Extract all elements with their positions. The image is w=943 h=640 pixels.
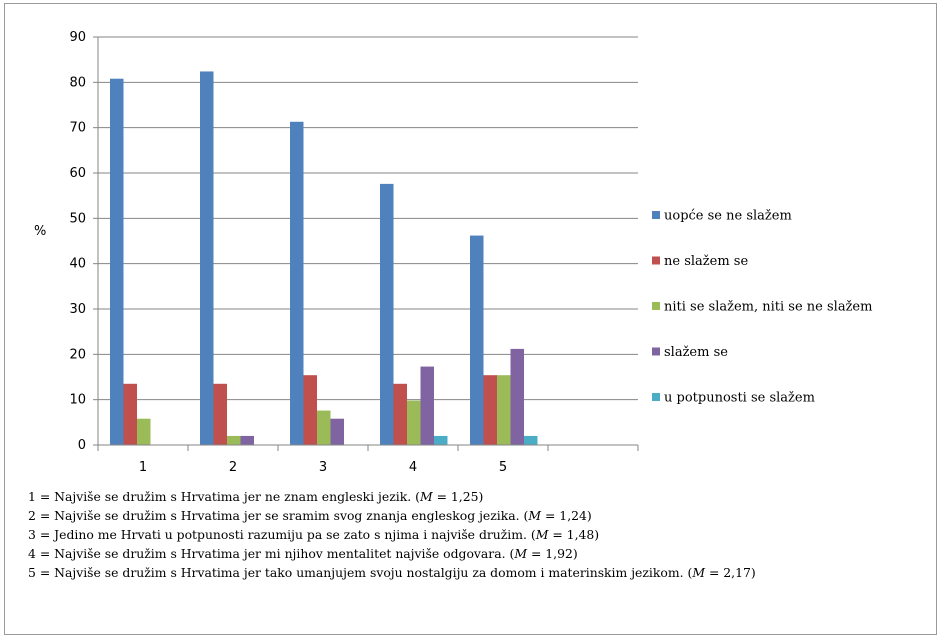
bar [483,375,497,445]
y-tick-label: 20 [69,347,86,362]
legend-label: niti se slažem, niti se ne slažem [664,300,872,315]
category-note-3: 3 = Jedino me Hrvati u potpunosti razumi… [28,525,940,544]
y-tick-labels: 0 10 20 30 40 50 60 70 80 90 [69,30,86,453]
bar [524,435,538,445]
x-tick-labels: 1 2 3 4 5 [139,460,507,475]
bar [420,366,434,445]
note-text: 5 = Najviše se družim s Hrvatima jer tak… [28,565,693,580]
note-mean-value: = 2,17) [705,565,756,580]
category-note-2: 2 = Najviše se družim s Hrvatima jer se … [28,506,940,525]
axes [97,37,639,451]
bar [303,375,317,445]
x-tick-label: 2 [229,460,237,475]
y-tick-label: 10 [69,393,86,408]
bar [290,121,304,446]
y-tick-label: 0 [78,438,86,453]
bar [137,418,151,445]
category-notes: 1 = Najviše se družim s Hrvatima jer ne … [28,487,940,582]
note-mean-symbol: M [528,508,542,523]
note-mean-symbol: M [535,527,549,542]
y-tick-label: 70 [69,121,86,136]
note-text: 4 = Najviše se družim s Hrvatima jer mi … [28,546,515,561]
legend-swatch [652,393,660,401]
legend-label: u potpunosti se slažem [664,391,815,406]
note-mean-value: = 1,24) [541,508,592,523]
legend-swatch [652,256,660,265]
y-tick-label: 60 [69,166,86,181]
bar [213,383,227,445]
legend-swatch [652,347,660,356]
bar [240,435,254,445]
note-text: 2 = Najviše se družim s Hrvatima jer se … [28,508,529,523]
note-mean-symbol: M [514,546,527,561]
y-tick-label: 30 [69,302,86,317]
y-axis-label: % [34,224,46,239]
bar [123,383,137,445]
note-text: 1 = Najviše se družim s Hrvatima jer ne … [28,489,420,504]
bar [380,183,394,445]
note-mean-value: = 1,92) [527,546,578,561]
y-tick-label: 90 [69,30,86,45]
x-tick-label: 1 [139,460,147,475]
legend: uopće se ne slažem ne slažem se niti se sl… [652,209,872,406]
bar [510,348,524,445]
note-mean-value: = 1,48) [548,527,600,542]
x-tick-label: 4 [409,460,417,475]
category-note-4: 4 = Najviše se družim s Hrvatima jer mi … [28,544,940,563]
category-note-1: 1 = Najviše se družim s Hrvatima jer ne … [28,487,940,506]
legend-label: ne slažem se [664,254,748,269]
bars [110,71,538,446]
bar [407,400,421,445]
bar [497,375,511,445]
note-mean-symbol: M [419,489,433,504]
legend-label: uopće se ne slažem [664,209,792,224]
legend-label: slažem se [664,345,728,360]
legend-swatch [652,211,660,219]
bar [470,235,484,445]
bar [330,418,344,445]
y-tick-label: 40 [69,257,86,272]
x-tick-label: 5 [499,460,507,475]
x-tick-label: 3 [319,460,327,475]
note-mean-value: = 1,25) [432,489,484,504]
bar [393,383,407,445]
note-mean-symbol: M [692,565,705,580]
y-tick-label: 50 [69,211,86,226]
bar [227,435,241,445]
y-tick-label: 80 [69,75,86,90]
category-note-5: 5 = Najviše se družim s Hrvatima jer tak… [28,563,940,582]
bar [434,435,448,445]
bar-chart: 0 10 20 30 40 50 60 70 80 90 1 2 3 4 5 % uopće se ne … [34,30,872,475]
note-text: 3 = Jedino me Hrvati u potpunosti razumi… [28,527,536,542]
bar [200,71,214,445]
bar [317,410,331,445]
bar [110,78,124,445]
gridlines [93,36,638,446]
legend-swatch [652,302,660,310]
